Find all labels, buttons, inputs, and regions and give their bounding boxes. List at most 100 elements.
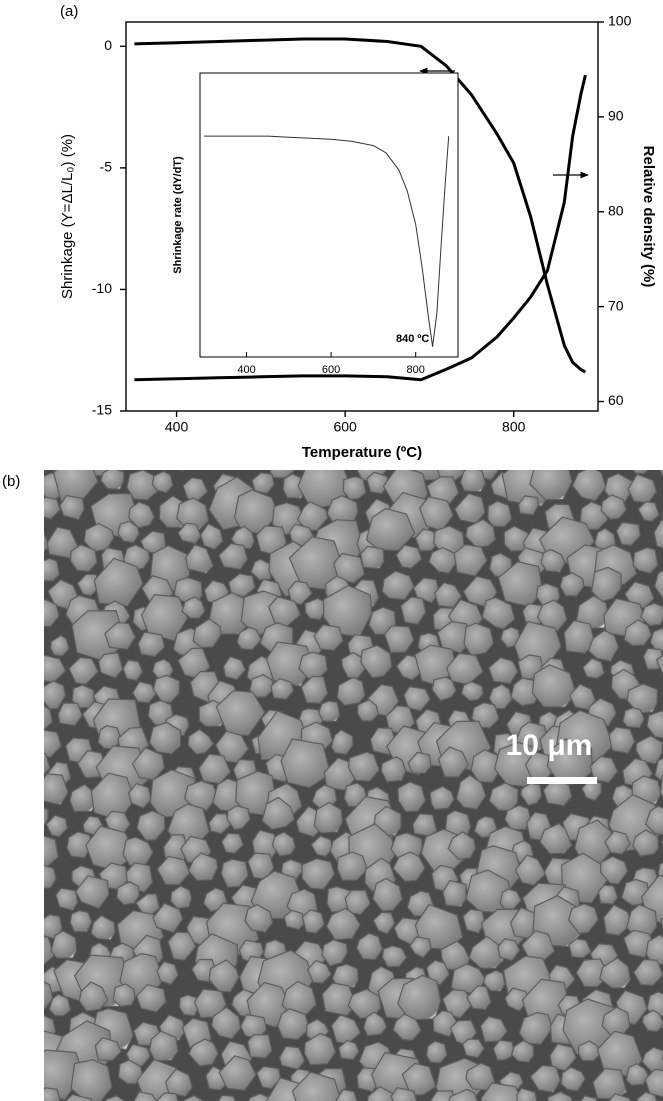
grain [632, 829, 660, 857]
grain [117, 1059, 144, 1085]
series-line [134, 74, 587, 382]
grain [462, 908, 486, 934]
grain [176, 470, 185, 472]
grain [357, 699, 379, 722]
grain [321, 982, 357, 1017]
panel-label: (b) [2, 473, 20, 490]
grain [520, 782, 543, 806]
y2-tick-label: 70 [608, 297, 624, 313]
y2-tick-label: 100 [608, 13, 632, 29]
grain [582, 657, 605, 680]
grain [251, 471, 275, 495]
grain [70, 1059, 113, 1101]
grain [547, 1091, 573, 1101]
x-tick-label: 800 [407, 364, 425, 376]
grain [226, 805, 251, 831]
grain [220, 858, 249, 888]
grain [563, 619, 596, 654]
grain [296, 501, 329, 532]
grain [623, 619, 653, 647]
panel-b-label-box: (b) [2, 473, 20, 490]
grain [409, 936, 432, 959]
grain [644, 1068, 663, 1098]
grain [580, 1095, 598, 1101]
grain [516, 1087, 538, 1101]
grain [632, 546, 659, 574]
grain [655, 654, 663, 676]
grain [140, 593, 189, 642]
grain [348, 751, 380, 782]
grain [104, 622, 137, 650]
grain [301, 858, 336, 890]
grain [336, 676, 366, 707]
grain [75, 875, 110, 909]
y2-tick-label: 80 [608, 202, 624, 218]
grain [622, 707, 645, 729]
grain [442, 989, 474, 1019]
grain [400, 596, 427, 625]
grain [125, 1043, 151, 1068]
grain [303, 1032, 337, 1066]
grain [465, 518, 496, 549]
grain [511, 1039, 535, 1063]
grain [83, 522, 115, 553]
grain [437, 746, 469, 778]
grain [325, 907, 361, 941]
grain [280, 738, 332, 789]
grain [156, 855, 191, 886]
grain [235, 770, 277, 816]
grain [392, 851, 426, 882]
x-tick-label: 800 [502, 419, 526, 435]
y2-tick-label: 60 [608, 392, 624, 408]
grain [44, 865, 57, 890]
grain [608, 1093, 631, 1101]
grain [218, 1055, 257, 1092]
grain [434, 581, 462, 609]
grain [518, 1011, 553, 1046]
x-tick-label: 400 [165, 419, 189, 435]
grain [503, 525, 531, 552]
grain [187, 728, 215, 755]
grain [429, 785, 455, 811]
grain [448, 1088, 479, 1101]
grain [468, 935, 505, 969]
grain [93, 557, 144, 607]
grain [514, 854, 547, 886]
grain [459, 470, 487, 493]
grain [539, 822, 573, 855]
grain [569, 683, 597, 711]
grain [392, 1013, 422, 1041]
grain [277, 1008, 311, 1041]
grain [397, 974, 442, 1021]
grain [44, 1087, 61, 1101]
grain [50, 634, 70, 657]
grain [167, 931, 197, 961]
grain [567, 903, 599, 935]
grain [653, 519, 663, 549]
grain [135, 983, 167, 1013]
grain [181, 596, 206, 619]
grain [164, 1068, 193, 1098]
grain [637, 500, 660, 522]
grain [313, 624, 344, 652]
grain [625, 1063, 650, 1086]
scale-bar [527, 777, 597, 784]
grain [50, 930, 78, 959]
grain [133, 1091, 157, 1101]
grain [44, 981, 54, 1009]
grain [436, 620, 471, 654]
y-tick-label: -5 [100, 159, 113, 175]
grain [105, 1094, 126, 1101]
grain [156, 961, 179, 986]
grain [44, 704, 53, 731]
grain [59, 494, 86, 521]
grain [360, 644, 393, 679]
grain [560, 1066, 586, 1092]
grain [221, 832, 244, 855]
grain [321, 939, 348, 967]
grain [425, 1040, 448, 1064]
grain [599, 856, 629, 885]
grain [653, 570, 663, 600]
grain [632, 470, 649, 475]
grain [529, 470, 573, 501]
